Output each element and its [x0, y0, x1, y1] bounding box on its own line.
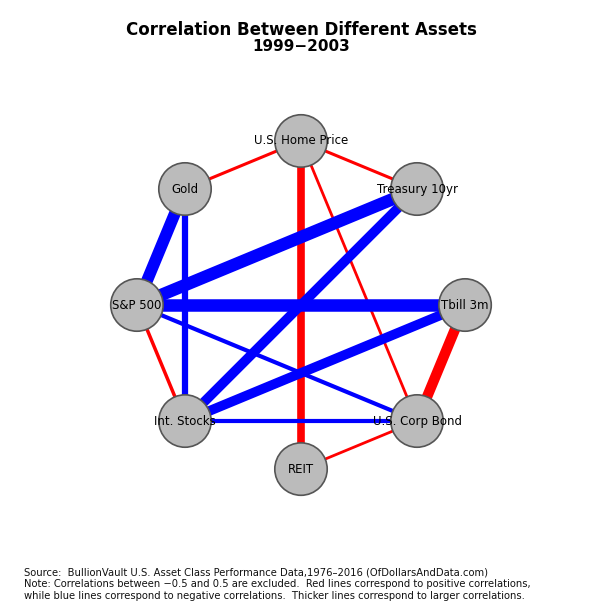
Text: Correlation Between Different Assets: Correlation Between Different Assets: [126, 21, 476, 39]
Text: U.S. Home Price: U.S. Home Price: [254, 135, 348, 147]
Text: Int. Stocks: Int. Stocks: [154, 414, 216, 428]
Text: U.S. Corp Bond: U.S. Corp Bond: [373, 414, 462, 428]
Circle shape: [439, 279, 491, 331]
Circle shape: [275, 443, 327, 495]
Text: Source:  BullionVault U.S. Asset Class Performance Data,1976–2016 (OfDollarsAndD: Source: BullionVault U.S. Asset Class Pe…: [24, 568, 531, 601]
Circle shape: [159, 395, 211, 447]
Text: 1999−2003: 1999−2003: [252, 39, 350, 54]
Text: Tbill 3m: Tbill 3m: [441, 298, 489, 312]
Text: Treasury 10yr: Treasury 10yr: [376, 182, 458, 196]
Text: REIT: REIT: [288, 463, 314, 475]
Circle shape: [111, 279, 163, 331]
Circle shape: [391, 395, 443, 447]
Text: S&P 500: S&P 500: [112, 298, 161, 312]
Circle shape: [391, 163, 443, 215]
Circle shape: [159, 163, 211, 215]
Circle shape: [275, 115, 327, 167]
Text: Gold: Gold: [172, 182, 199, 196]
